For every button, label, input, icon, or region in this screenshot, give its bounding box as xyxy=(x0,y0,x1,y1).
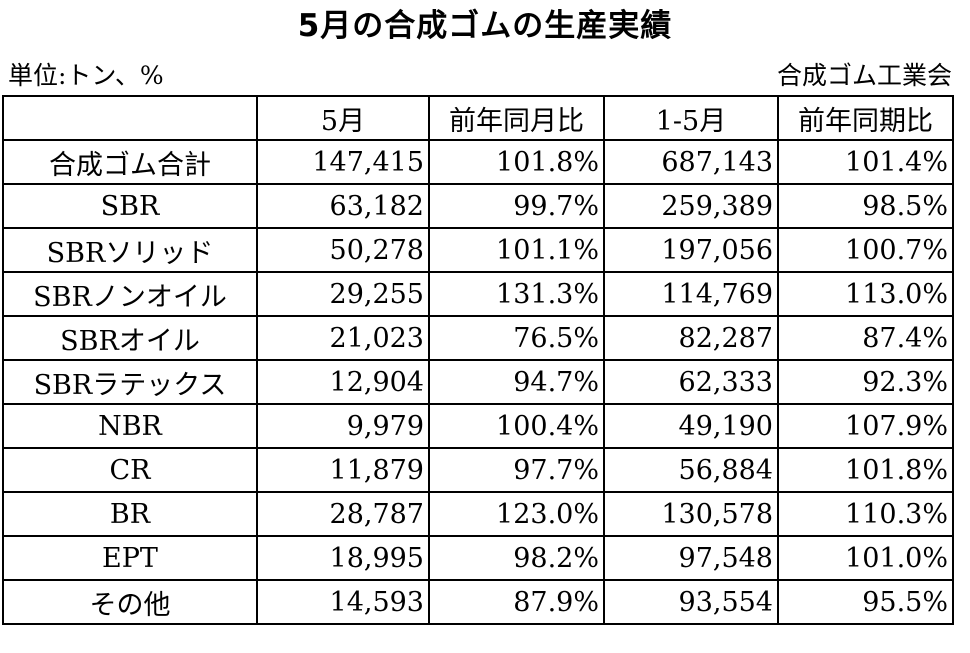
jan-may-cell: 114,769 xyxy=(603,271,779,317)
yoy-month-cell: 100.4% xyxy=(428,403,605,449)
may-cell: 29,255 xyxy=(256,271,430,317)
row-name-cell: SBRソリッド xyxy=(2,227,258,273)
jan-may-cell: 130,578 xyxy=(603,491,779,537)
header-cell-blank xyxy=(2,95,258,141)
yoy-period-cell: 98.5% xyxy=(777,183,954,229)
may-cell: 63,182 xyxy=(256,183,430,229)
table-row: BR 28,787 123.0% 130,578 110.3% xyxy=(2,491,954,537)
yoy-period-cell: 95.5% xyxy=(777,579,954,625)
table-row: CR 11,879 97.7% 56,884 101.8% xyxy=(2,447,954,493)
yoy-period-cell: 113.0% xyxy=(777,271,954,317)
table-row: 合成ゴム合計 147,415 101.8% 687,143 101.4% xyxy=(2,139,954,185)
row-name-cell: EPT xyxy=(2,535,258,581)
yoy-period-cell: 87.4% xyxy=(777,315,954,361)
may-cell: 21,023 xyxy=(256,315,430,361)
header-cell-jan-may: 1-5月 xyxy=(603,95,779,141)
unit-label: 単位:トン、% xyxy=(8,61,164,90)
row-name-cell: SBRオイル xyxy=(2,315,258,361)
yoy-period-cell: 101.0% xyxy=(777,535,954,581)
may-cell: 11,879 xyxy=(256,447,430,493)
jan-may-cell: 97,548 xyxy=(603,535,779,581)
may-cell: 28,787 xyxy=(256,491,430,537)
yoy-month-cell: 123.0% xyxy=(428,491,605,537)
may-cell: 12,904 xyxy=(256,359,430,405)
jan-may-cell: 687,143 xyxy=(603,139,779,185)
table-row: SBRラテックス 12,904 94.7% 62,333 92.3% xyxy=(2,359,954,405)
table-row: SBRノンオイル 29,255 131.3% 114,769 113.0% xyxy=(2,271,954,317)
jan-may-cell: 93,554 xyxy=(603,579,779,625)
table-row: その他 14,593 87.9% 93,554 95.5% xyxy=(2,579,954,625)
yoy-period-cell: 110.3% xyxy=(777,491,954,537)
table-row: NBR 9,979 100.4% 49,190 107.9% xyxy=(2,403,954,449)
table-row: EPT 18,995 98.2% 97,548 101.0% xyxy=(2,535,954,581)
row-name-cell: その他 xyxy=(2,579,258,625)
jan-may-cell: 197,056 xyxy=(603,227,779,273)
yoy-period-cell: 101.4% xyxy=(777,139,954,185)
header-cell-may: 5月 xyxy=(256,95,430,141)
jan-may-cell: 259,389 xyxy=(603,183,779,229)
header-cell-yoy-month: 前年同月比 xyxy=(428,95,605,141)
yoy-month-cell: 101.1% xyxy=(428,227,605,273)
yoy-month-cell: 131.3% xyxy=(428,271,605,317)
row-name-cell: CR xyxy=(2,447,258,493)
yoy-period-cell: 100.7% xyxy=(777,227,954,273)
yoy-month-cell: 94.7% xyxy=(428,359,605,405)
jan-may-cell: 82,287 xyxy=(603,315,779,361)
row-name-cell: SBR xyxy=(2,183,258,229)
header-cell-yoy-period: 前年同期比 xyxy=(777,95,954,141)
row-name-cell: SBRラテックス xyxy=(2,359,258,405)
row-name-cell: SBRノンオイル xyxy=(2,271,258,317)
yoy-period-cell: 107.9% xyxy=(777,403,954,449)
row-name-cell: BR xyxy=(2,491,258,537)
yoy-month-cell: 97.7% xyxy=(428,447,605,493)
table-row: SBRソリッド 50,278 101.1% 197,056 100.7% xyxy=(2,227,954,273)
production-table: 5月 前年同月比 1-5月 前年同期比 合成ゴム合計 147,415 101.8… xyxy=(2,95,954,625)
yoy-month-cell: 98.2% xyxy=(428,535,605,581)
page-title: 5月の合成ゴムの生産実績 xyxy=(297,8,673,44)
header-row: 5月 前年同月比 1-5月 前年同期比 xyxy=(2,95,954,141)
jan-may-cell: 49,190 xyxy=(603,403,779,449)
row-name-cell: NBR xyxy=(2,403,258,449)
yoy-month-cell: 99.7% xyxy=(428,183,605,229)
yoy-month-cell: 101.8% xyxy=(428,139,605,185)
may-cell: 18,995 xyxy=(256,535,430,581)
yoy-period-cell: 101.8% xyxy=(777,447,954,493)
may-cell: 147,415 xyxy=(256,139,430,185)
jan-may-cell: 62,333 xyxy=(603,359,779,405)
source-label: 合成ゴム工業会 xyxy=(776,61,952,90)
may-cell: 14,593 xyxy=(256,579,430,625)
yoy-month-cell: 87.9% xyxy=(428,579,605,625)
jan-may-cell: 56,884 xyxy=(603,447,779,493)
yoy-period-cell: 92.3% xyxy=(777,359,954,405)
row-name-cell: 合成ゴム合計 xyxy=(2,139,258,185)
may-cell: 9,979 xyxy=(256,403,430,449)
table-row: SBR 63,182 99.7% 259,389 98.5% xyxy=(2,183,954,229)
may-cell: 50,278 xyxy=(256,227,430,273)
yoy-month-cell: 76.5% xyxy=(428,315,605,361)
table-row: SBRオイル 21,023 76.5% 82,287 87.4% xyxy=(2,315,954,361)
